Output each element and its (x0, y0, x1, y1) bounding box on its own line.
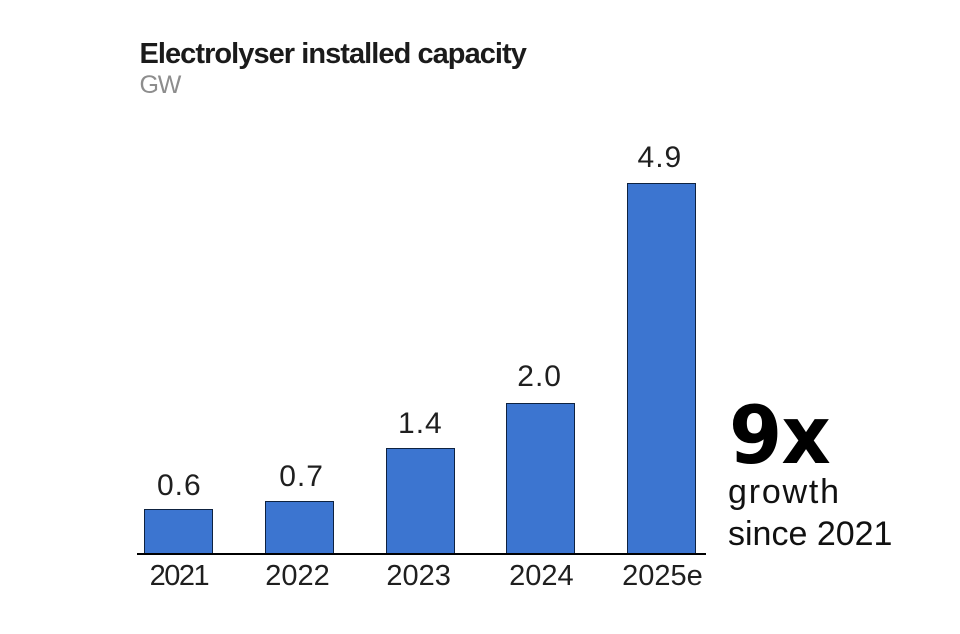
x-tick-label-2022: 2022 (265, 559, 330, 592)
bar-2021 (144, 508, 214, 554)
bar-value-label-2024: 2.0 (517, 359, 562, 393)
bar-2022 (265, 501, 335, 554)
bar-value-label-2022: 0.7 (279, 460, 324, 494)
chart-title: Electrolyser installed capacity (139, 37, 527, 70)
x-tick-label-2021: 2021 (149, 559, 210, 592)
growth-caption-line2: since 2021 (728, 514, 893, 553)
bar-2024 (506, 402, 576, 554)
growth-multiplier-text: 9x (729, 388, 831, 482)
growth-caption-line1: growth (728, 472, 841, 511)
x-axis-line (137, 552, 706, 556)
bar-value-label-2025e: 4.9 (637, 141, 683, 175)
bar-value-label-2023: 1.4 (398, 406, 443, 440)
bar-value-label-2021: 0.6 (156, 468, 202, 502)
bar-2025e (627, 183, 696, 554)
bar-2023 (385, 448, 455, 554)
x-tick-label-2025e: 2025e (622, 559, 703, 592)
x-tick-label-2024: 2024 (509, 559, 574, 592)
x-tick-label-2023: 2023 (386, 559, 451, 592)
chart-unit-label: GW (139, 70, 182, 99)
